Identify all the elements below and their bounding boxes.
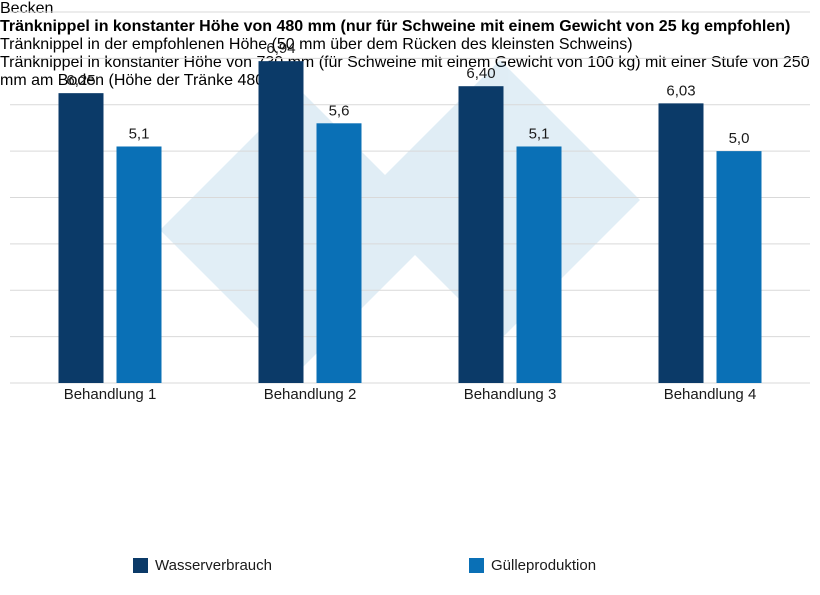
legend-swatch [469,558,484,573]
watermark [160,60,640,370]
bar [716,151,762,383]
bar [58,93,104,383]
bar [316,123,362,384]
category-description: Tränknippel in konstanter Höhe von 480 m… [0,18,791,35]
value-label: 5,6 [329,102,350,119]
bar [116,146,162,383]
x-tick-label: Behandlung 1 [64,386,157,403]
x-tick-label: Behandlung 4 [664,386,757,403]
value-label: 5,1 [529,125,550,142]
value-label: 6,25 [66,72,95,89]
legend-label: Wasserverbrauch [155,557,272,574]
x-tick-label: Behandlung 2 [264,386,357,403]
legend-swatch [133,558,148,573]
category-description: Becken [0,0,54,17]
legend-label: Gülleproduktion [491,557,596,574]
value-label: 5,0 [729,130,750,147]
value-label: 5,1 [129,125,150,142]
bar [516,146,562,383]
value-label: 6,40 [466,65,495,82]
value-label: 6,94 [266,40,295,57]
bar [658,103,704,383]
bar [258,61,304,383]
x-tick-label: Behandlung 3 [464,386,557,403]
bar [458,86,504,383]
category-description: Tränknippel in der empfohlenen Höhe (50 … [0,36,633,53]
value-label: 6,03 [666,82,695,99]
